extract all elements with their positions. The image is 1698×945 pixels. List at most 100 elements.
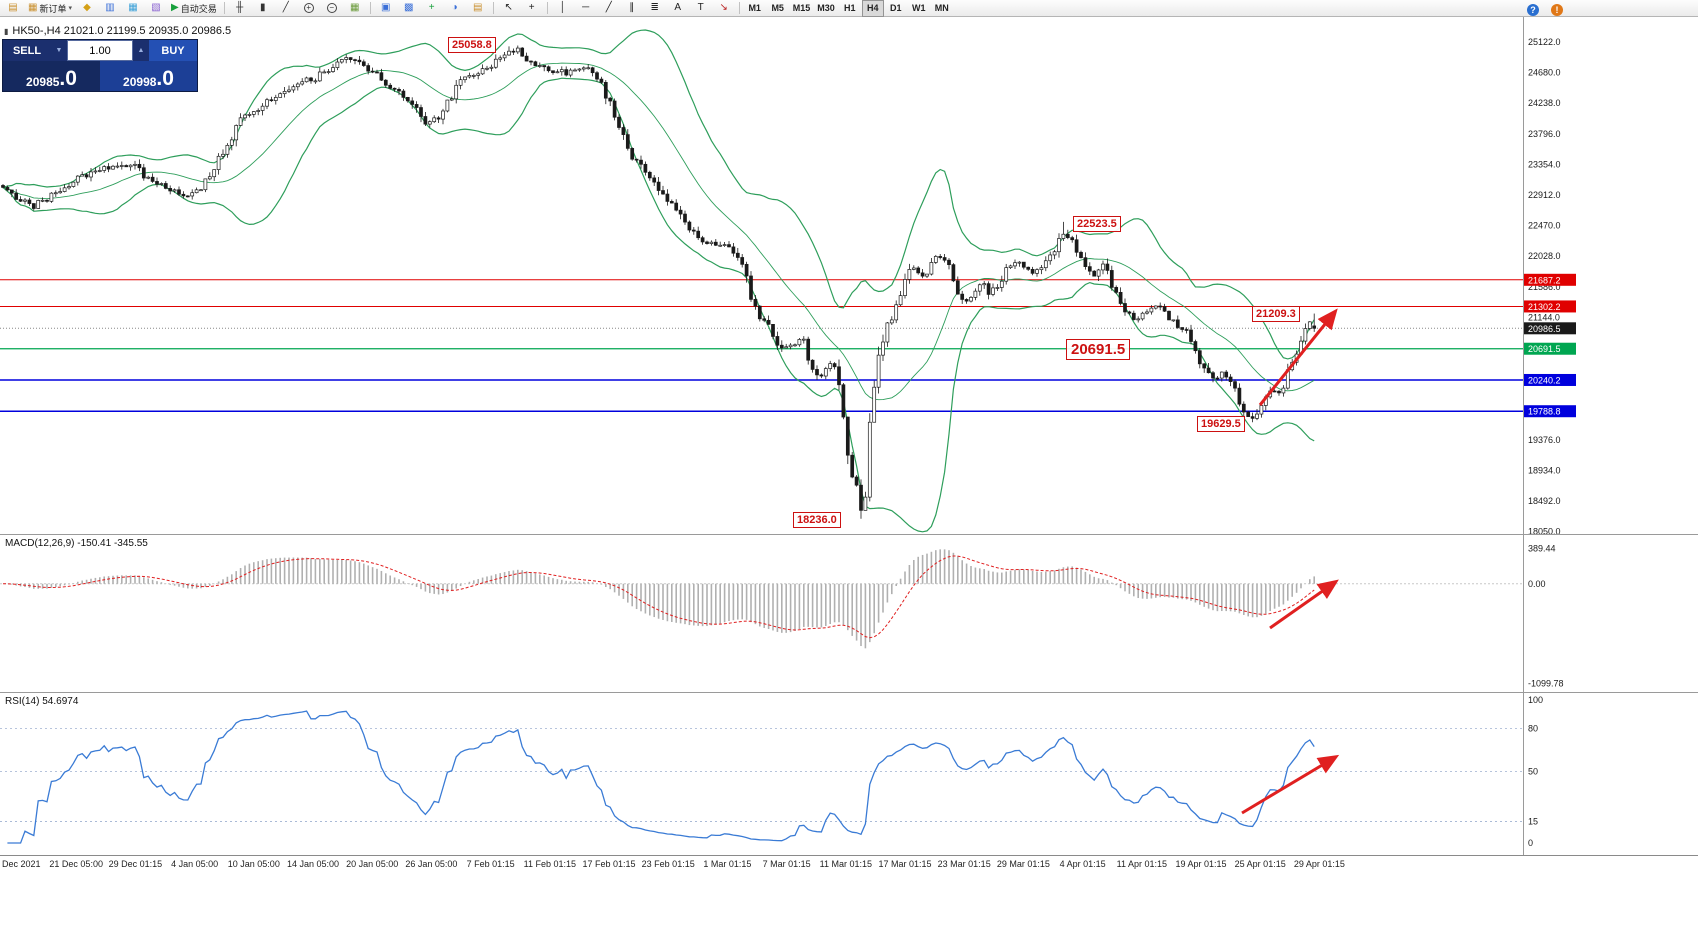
macd-label: MACD(12,26,9) -150.41 -345.55 (5, 538, 148, 549)
rsi-line (7, 710, 1315, 844)
time-axis-label: 14 Jan 05:00 (286, 859, 340, 869)
zoom-in-icon: + (303, 3, 314, 13)
navigator-button[interactable]: ▧ (145, 0, 167, 17)
time-axis-label: Dec 2021 (2, 859, 41, 869)
timeframe-d1-button[interactable]: D1 (885, 0, 907, 17)
indicators-button[interactable]: + (421, 0, 443, 17)
toolbar-separator (223, 2, 225, 14)
text-label-button[interactable]: T (690, 0, 712, 17)
sell-button[interactable]: SELL (3, 40, 51, 61)
macd-panel: 389.44 0.00 -1099.78 MACD(12,26,9) -150.41… (0, 535, 1698, 693)
price-axis[interactable]: 25122.0 24680.0 24238.0 23796.0 23354.0 22912… (1523, 17, 1577, 535)
macd-signal-line (3, 555, 1315, 639)
svg-text:19788.8: 19788.8 (1528, 407, 1561, 417)
macd-canvas[interactable]: 389.44 0.00 -1099.78 (0, 535, 1698, 693)
metaeditor-button[interactable]: ◆ (76, 0, 98, 17)
grid-button[interactable]: ▦ (344, 0, 366, 17)
tile-windows-button[interactable]: ▣ (375, 0, 397, 17)
volume-increase-button[interactable]: ▲ (133, 40, 149, 61)
text-button[interactable]: A (667, 0, 689, 17)
periods-button[interactable]: ◑ (444, 0, 466, 17)
templates-button[interactable]: ▤ (467, 0, 489, 17)
svg-text:20691.5: 20691.5 (1528, 344, 1561, 354)
data-window-button[interactable]: ▦ (122, 0, 144, 17)
timeframe-m15-button[interactable]: M15 (790, 0, 814, 17)
crosshair-button[interactable]: + (521, 0, 543, 17)
svg-text:-1099.78: -1099.78 (1528, 678, 1564, 688)
timeframe-m1-button[interactable]: M1 (744, 0, 766, 17)
rsi-label: RSI(14) 54.6974 (5, 696, 79, 707)
timeframe-w1-button[interactable]: W1 (908, 0, 930, 17)
horizontal-line-button[interactable]: ─ (575, 0, 597, 17)
community-icon: ! (1551, 3, 1563, 16)
help-button[interactable]: ? (1522, 1, 1544, 18)
timeframe-mn-button[interactable]: MN (931, 0, 953, 17)
zoom-in-button[interactable]: + (298, 0, 320, 17)
svg-text:18492.0: 18492.0 (1528, 496, 1561, 506)
new-order-button[interactable]: ▦ 新订单 ▾ (25, 0, 75, 17)
market-watch-button[interactable]: ▥ (99, 0, 121, 17)
line-chart-icon: ╱ (282, 2, 289, 13)
volume-decrease-button[interactable]: ▼ (51, 40, 67, 61)
macd-axis[interactable]: 389.44 0.00 -1099.78 (1523, 535, 1564, 693)
price-chart-canvas[interactable]: 25122.0 24680.0 24238.0 23796.0 23354.0 22912… (0, 17, 1698, 535)
trend-arrow[interactable] (1241, 754, 1340, 815)
data-window-icon: ▦ (128, 2, 138, 13)
buy-price[interactable]: 20998.0 (100, 61, 197, 91)
candlestick-chart-button[interactable]: ▮ (252, 0, 274, 17)
timeframe-h1-button[interactable]: H1 (839, 0, 861, 17)
arrows-button[interactable]: ↘ (713, 0, 735, 17)
svg-text:50: 50 (1528, 767, 1538, 777)
chart-window-icon: ▤ (8, 2, 18, 13)
metaeditor-icon: ◆ (83, 2, 91, 13)
time-axis-label: 11 Feb 01:15 (523, 859, 576, 869)
rsi-axis[interactable]: 100 80 50 15 0 (1523, 693, 1544, 855)
toolbar-right: ?! (1522, 1, 1568, 18)
time-axis-label: 1 Mar 01:15 (703, 859, 752, 869)
time-axis-label: 23 Mar 01:15 (937, 859, 991, 869)
auto-trading-button[interactable]: ▶ 自动交易 (168, 0, 220, 17)
sell-price-pips: .0 (59, 67, 77, 90)
timeframe-m30-button[interactable]: M30 (814, 0, 838, 17)
svg-text:21302.2: 21302.2 (1528, 302, 1561, 312)
main-chart-panel: 25122.0 24680.0 24238.0 23796.0 23354.0 22912… (0, 17, 1698, 535)
cursor-icon: ↖ (504, 2, 513, 13)
sell-price[interactable]: 20985.0 (3, 61, 100, 91)
channel-button[interactable]: ∥ (621, 0, 643, 17)
volume-input[interactable]: 1.00 (67, 40, 133, 61)
trend-arrow[interactable] (1258, 308, 1338, 406)
bar-chart-button[interactable]: ╫ (229, 0, 251, 17)
time-axis[interactable]: Dec 2021 21 Dec 05:00 29 Dec 01:15 4 Jan 05… (0, 855, 1698, 873)
time-axis-label: 4 Jan 05:00 (171, 859, 219, 869)
community-button[interactable]: ! (1546, 1, 1568, 18)
timeframe-h4-button[interactable]: H4 (861, 0, 884, 17)
time-axis-label: 17 Mar 01:15 (878, 859, 932, 869)
navigator-icon: ▧ (151, 2, 161, 13)
zoom-out-button[interactable]: − (321, 0, 343, 17)
rsi-canvas[interactable]: 100 80 50 15 0 (0, 693, 1698, 855)
cascade-windows-button[interactable]: ▩ (398, 0, 420, 17)
cursor-button[interactable]: ↖ (498, 0, 520, 17)
text-icon: A (674, 2, 682, 13)
svg-text:0: 0 (1528, 838, 1533, 848)
toolbar-separator (369, 2, 371, 14)
trend-arrow[interactable] (1269, 579, 1339, 630)
buy-button[interactable]: BUY (149, 40, 197, 61)
trendline-button[interactable]: ╱ (598, 0, 620, 17)
svg-text:0.00: 0.00 (1528, 579, 1546, 589)
one-click-trading-panel: SELL ▼ 1.00 ▲ BUY 20985.0 20998.0 (2, 39, 198, 92)
time-axis-label: 20 Jan 05:00 (346, 859, 399, 869)
fibonacci-icon: ≣ (650, 2, 659, 13)
channel-icon: ∥ (629, 2, 635, 13)
dropdown-caret-icon: ▾ (68, 5, 72, 12)
time-axis-label: 10 Jan 05:00 (227, 859, 280, 869)
new-chart-button[interactable]: ▤ (2, 0, 24, 17)
vertical-line-button[interactable]: │ (552, 0, 574, 17)
timeframe-m5-button[interactable]: M5 (767, 0, 789, 17)
svg-text:80: 80 (1528, 724, 1538, 734)
line-chart-button[interactable]: ╱ (275, 0, 297, 17)
timeframe-m15-button-label: M15 (792, 3, 811, 13)
crosshair-icon: + (528, 2, 535, 13)
fibonacci-button[interactable]: ≣ (644, 0, 666, 17)
time-axis-label: 4 Apr 01:15 (1059, 859, 1106, 869)
